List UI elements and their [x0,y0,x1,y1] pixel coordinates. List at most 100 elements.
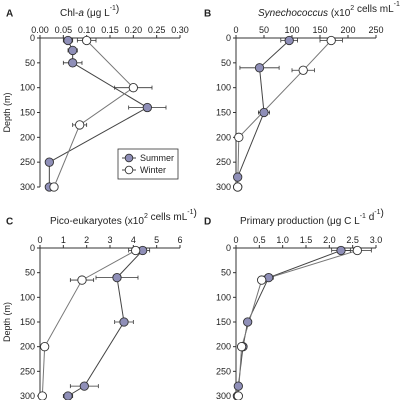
x-tick-label: 1 [61,235,66,245]
panel-c: C Pico-eukaryotes (x102 cells mL-1)0 1 2 3 4 5… [2,208,197,400]
data-point-summer [112,272,122,283]
title-part: d [366,212,374,223]
data-point-summer [79,381,89,391]
x-tick-label: 0 [233,25,238,35]
data-point-summer [142,102,152,113]
data-point-winter [236,342,247,352]
panel-letter: B [204,8,211,19]
x-tick-label: 2 [84,235,89,245]
title-part: ) [194,208,197,219]
x-tick-label: 1.0 [276,235,289,245]
x-tick-label: 0.25 [148,25,166,35]
x-tick-label: 6 [177,235,182,245]
panel-letter: A [6,8,13,19]
y-tick-label: 50 [25,58,35,68]
x-tick-label: 0 [233,235,238,245]
title-part: -1 [394,1,400,8]
title-part: -1 [360,213,366,220]
title-part: Primary production (μg C L [240,216,360,227]
data-point-winter [326,35,336,46]
x-tick-label: 250 [368,25,383,35]
y-tick-label: 300 [216,391,231,400]
y-tick-label: 250 [20,366,35,376]
panel-title: Chl-a (μg L-1) [60,4,119,19]
y-tick-label: 0 [30,33,35,43]
data-point-winter [257,275,267,285]
y-axis-label: Depth (m) [2,302,12,342]
legend-label: Summer [140,153,174,163]
data-point-summer [68,58,78,68]
series-line-summer [67,250,144,397]
data-point-winter [40,342,50,352]
x-tick-label: 0.5 [253,235,266,245]
panel-letter: D [204,216,211,227]
legend: Summer Winter [117,148,179,180]
y-tick-label: 0 [30,243,35,253]
data-point-summer [44,157,54,167]
data-point-winter [298,65,308,75]
x-tick-label: 1.5 [300,235,313,245]
y-tick-label: 100 [216,292,231,302]
y-axis-label: Depth (m) [2,92,12,132]
x-tick-label: 0.15 [101,25,119,35]
panel-title: Pico-eukaryotes (x102 cells mL-1) [50,208,197,227]
title-part: Synechococcus [258,8,328,19]
x-tick-label: 100 [284,25,299,35]
series-line-winter [53,40,135,188]
y-tick-label: 150 [216,317,231,327]
y-tick-label: 100 [20,83,35,93]
y-tick-label: 200 [216,342,231,352]
panel-b: B Synechococcus (x102 cells mL-1) 0 50 100 15… [204,0,400,192]
y-tick-label: 150 [216,108,231,118]
data-point-summer [233,172,243,182]
x-tick-label: 2.5 [346,235,359,245]
title-part: (μg L [84,8,110,19]
title-part: cells mL [354,4,394,15]
y-tick-label: 200 [20,132,35,142]
y-tick-label: 150 [20,108,35,118]
legend-swatch-marker [124,165,134,175]
series-line-winter [41,250,136,397]
title-part: -1 [374,209,380,216]
data-point-winter [37,391,47,400]
x-tick-label: 2.0 [323,235,336,245]
title-part: Pico-eukaryotes (x10 [50,216,144,227]
data-point-summer [63,35,73,46]
y-tick-label: 300 [20,391,35,400]
data-point-summer [254,63,265,73]
y-tick-label: 0 [226,243,231,253]
panel-d: D Primary production (μg C L-1 d-1)0 0.5 1.… [204,208,384,400]
y-tick-label: 200 [216,132,231,142]
y-tick-label: 250 [216,366,231,376]
title-part: Chl- [60,8,78,19]
x-tick-label: 5 [154,235,159,245]
legend-label: Winter [140,165,166,175]
title-part: ) [116,4,119,15]
data-point-winter [82,35,92,46]
panel-a: A Chl-a (μg L-1) 0.00 0.05 0.10 0.15 0.20 0.25 0… [2,4,189,192]
data-point-winter [128,83,138,93]
y-tick-label: 250 [216,157,231,167]
y-tick-label: 50 [221,58,231,68]
data-point-summer [68,45,78,56]
title-part: cells mL [148,212,188,223]
series-line-summer [236,249,342,397]
x-tick-label: 0.05 [55,25,73,35]
y-tick-label: 200 [20,342,35,352]
panel-title: Synechococcus (x102 cells mL-1) [258,0,400,19]
x-tick-label: 0.30 [171,25,189,35]
data-point-winter [131,245,141,256]
data-point-summer [336,245,346,256]
title-part: (x10 [328,8,351,19]
legend-swatch-marker [124,153,134,163]
y-tick-label: 300 [20,182,35,192]
y-tick-label: 0 [226,33,231,43]
panel-letter: C [6,216,13,227]
y-tick-label: 250 [20,157,35,167]
y-tick-label: 100 [20,292,35,302]
x-tick-label: 0.20 [125,25,143,35]
data-point-summer [243,317,253,327]
data-point-winter [49,182,59,192]
